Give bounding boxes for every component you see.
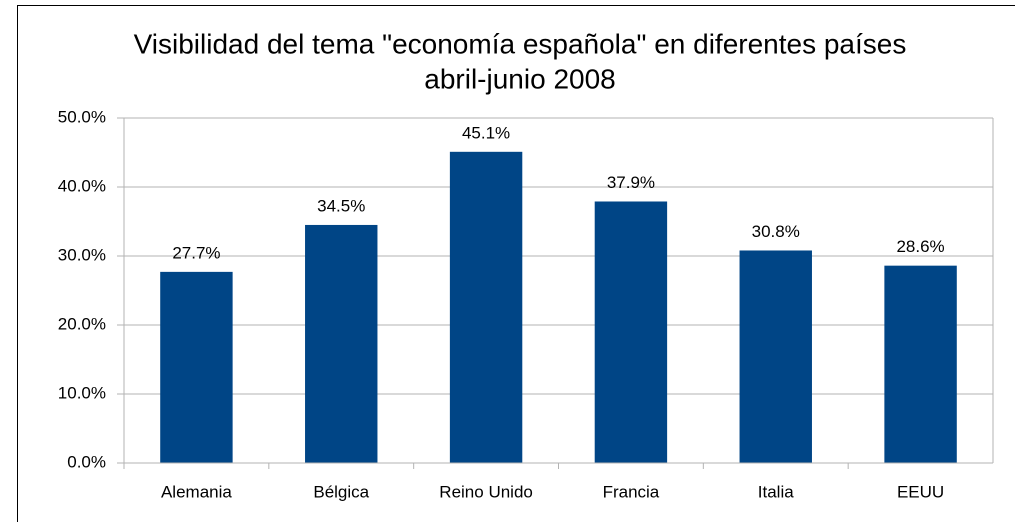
- x-tick-label: Reino Unido: [439, 482, 533, 501]
- y-tick-label: 30.0%: [58, 245, 106, 264]
- data-label: 28.6%: [896, 237, 944, 256]
- x-tick-label: Italia: [758, 482, 794, 501]
- y-tick-label: 50.0%: [58, 107, 106, 126]
- chart-subtitle: abril-junio 2008: [424, 63, 615, 94]
- chart-title: Visibilidad del tema "economía española"…: [134, 28, 907, 59]
- bar: [305, 224, 378, 463]
- x-tick-label: EEUU: [897, 482, 944, 501]
- bar: [449, 151, 523, 463]
- bar: [884, 265, 957, 463]
- data-label: 34.5%: [317, 196, 365, 215]
- data-label: 45.1%: [462, 123, 510, 142]
- y-tick-label: 10.0%: [58, 383, 106, 402]
- data-label: 30.8%: [752, 222, 800, 241]
- x-tick-label: Alemania: [161, 482, 232, 501]
- y-tick-label: 20.0%: [58, 314, 106, 333]
- data-label: 37.9%: [607, 173, 655, 192]
- y-tick-label: 0.0%: [67, 452, 106, 471]
- bar: [594, 201, 668, 464]
- x-tick-label: Bélgica: [313, 482, 369, 501]
- bar: [160, 271, 233, 463]
- chart-frame: [17, 5, 1015, 522]
- x-tick-label: Francia: [603, 482, 660, 501]
- bar: [739, 250, 812, 463]
- y-tick-label: 40.0%: [58, 176, 106, 195]
- data-label: 27.7%: [172, 243, 220, 262]
